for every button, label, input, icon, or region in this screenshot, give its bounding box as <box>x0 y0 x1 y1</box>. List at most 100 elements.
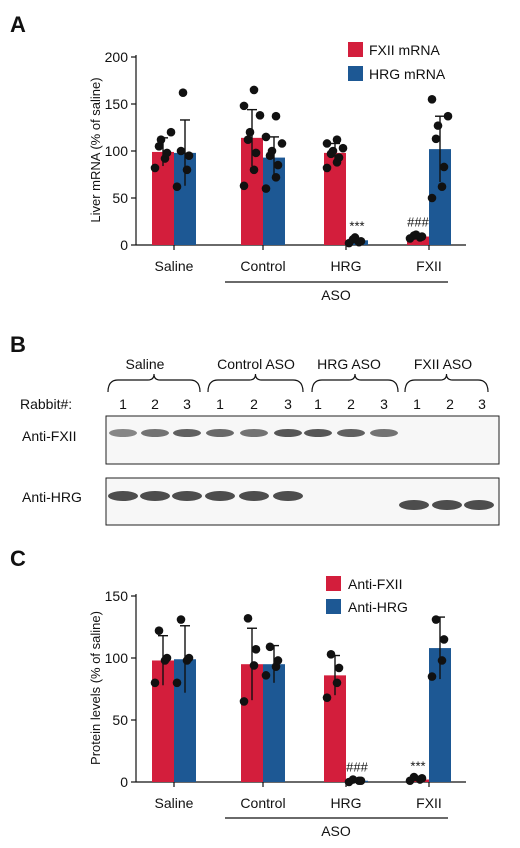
blot-membrane-hrg <box>105 477 500 526</box>
blot-band-hrg <box>432 500 462 510</box>
panel-a-data-point <box>439 162 449 172</box>
panel-a-legend: FXII mRNA HRG mRNA <box>348 42 446 82</box>
blot-band-fxii <box>109 429 137 437</box>
blot-band-hrg <box>140 491 170 501</box>
panel-a-data-point <box>255 110 265 120</box>
panel-a-x-tick-label-fxii: FXII <box>416 258 442 274</box>
panel-a-aso-label: ASO <box>321 287 351 303</box>
panel-c-data-point <box>334 663 344 673</box>
western-blot: Saline Control ASO HRG ASO FXII ASO Rabbit#:… <box>20 356 500 526</box>
panel-a-data-point <box>251 148 261 158</box>
blot-band-hrg <box>273 491 303 501</box>
panel-a-x-tick-label-saline: Saline <box>155 258 194 274</box>
panel-a-y-axis-title: Liver mRNA (% of saline) <box>88 77 103 222</box>
panel-c-data-point <box>356 776 366 786</box>
panel-c-bar-anti-fxii-control <box>241 664 263 782</box>
panel-c-x-tick-label-saline: Saline <box>155 795 194 811</box>
panel-a-significance-hrg: *** <box>349 218 364 233</box>
panel-a-y-tick-label: 100 <box>105 143 129 159</box>
blot-group-bracket <box>107 373 201 393</box>
panel-a-data-point <box>271 173 281 182</box>
panel-c-significance-hrg: ### <box>346 760 368 775</box>
panel-a-data-point <box>334 153 344 162</box>
panel-a-data-point <box>184 151 194 160</box>
panel-c-data-point <box>243 614 253 623</box>
blot-band-fxii <box>206 429 234 437</box>
legend-label-anti-fxii: Anti-FXII <box>348 576 402 592</box>
panel-c-data-point <box>251 645 261 654</box>
blot-group-label-saline: Saline <box>126 356 165 372</box>
legend-swatch-anti-hrg <box>326 599 341 614</box>
panel-a-data-point <box>162 148 172 158</box>
panel-a-data-point <box>322 163 332 173</box>
rabbit-number: 3 <box>183 396 191 412</box>
panel-a-data-point <box>150 163 160 173</box>
panel-a-data-point <box>427 95 437 104</box>
panel-a-data-point <box>332 135 342 145</box>
panel-c-chart: 0 50 100 150 Saline Control HRG FXII ### *** <box>105 588 466 811</box>
rabbit-number: 1 <box>413 396 421 412</box>
panel-a-data-point <box>411 230 421 239</box>
blot-row-label-anti-hrg: Anti-HRG <box>22 489 82 505</box>
rabbit-number: 1 <box>314 396 322 412</box>
panel-c-legend: Anti-FXII Anti-HRG <box>326 576 408 615</box>
panel-c-data-point <box>261 671 271 680</box>
panel-c-data-point <box>348 775 358 784</box>
legend-swatch-anti-fxii <box>326 576 341 591</box>
blot-band-fxii <box>240 429 268 437</box>
panel-a-letter: A <box>10 12 26 37</box>
panel-c-data-point <box>273 656 283 665</box>
panel-a-data-point <box>176 146 186 156</box>
panel-a-data-point <box>156 135 166 145</box>
panel-a-data-point <box>350 233 360 242</box>
panel-c-data-point <box>417 773 427 783</box>
panel-a-data-point <box>338 143 348 153</box>
blot-band-fxii <box>173 429 201 437</box>
panel-a-data-point <box>261 184 271 193</box>
panel-c-data-point <box>439 635 449 644</box>
rabbit-number: 1 <box>216 396 224 412</box>
panel-c-letter: C <box>10 546 26 571</box>
panel-a-data-point <box>261 132 271 142</box>
panel-a-data-point <box>182 165 192 175</box>
panel-a-data-point <box>239 101 249 111</box>
panel-a-data-point <box>154 142 164 151</box>
panel-a-chart: 0 50 100 150 200 Saline Control HRG FXII *** ### <box>105 49 466 274</box>
panel-c-data-point <box>184 653 194 663</box>
blot-band-hrg <box>108 491 138 501</box>
panel-a-y-tick-label: 200 <box>105 49 129 65</box>
panel-a-data-point <box>267 146 277 156</box>
panel-c-bar-anti-fxii-hrg <box>324 675 346 782</box>
blot-band-hrg <box>205 491 235 501</box>
blot-group-label-control-aso: Control ASO <box>217 356 295 372</box>
legend-label-hrg-mrna: HRG mRNA <box>369 66 446 82</box>
panel-a-data-point <box>322 139 332 148</box>
rabbit-number: 2 <box>446 396 454 412</box>
panel-a-y-tick-label: 0 <box>120 237 128 253</box>
panel-c-data-point <box>154 626 164 636</box>
blot-row-label-anti-fxii: Anti-FXII <box>22 428 76 444</box>
panel-c-x-tick-label-hrg: HRG <box>330 795 361 811</box>
rabbit-number: 2 <box>347 396 355 412</box>
panel-a-x-tick-label-control: Control <box>240 258 285 274</box>
blot-band-fxii <box>337 429 365 437</box>
legend-swatch-fxii-mrna <box>348 42 363 57</box>
panel-a-data-point <box>328 146 338 156</box>
panel-c-data-point <box>409 772 419 782</box>
rabbit-number-label: Rabbit#: <box>20 396 72 412</box>
blot-group-bracket <box>404 373 489 393</box>
panel-c-bar-anti-hrg-control <box>263 664 285 782</box>
panel-c-y-tick-label: 100 <box>105 650 129 666</box>
panel-a-data-point <box>277 139 287 148</box>
blot-group-bracket <box>207 373 304 393</box>
panel-a-bar-fxii-mrna-saline <box>152 151 174 245</box>
panel-c-data-point <box>265 642 275 652</box>
panel-a-y-tick-label: 150 <box>105 96 129 112</box>
rabbit-number: 2 <box>151 396 159 412</box>
panel-a-data-point <box>166 127 176 137</box>
panel-c-data-point <box>162 653 172 663</box>
rabbit-number: 1 <box>119 396 127 412</box>
panel-a-data-point <box>433 121 443 130</box>
panel-c-y-tick-label: 0 <box>120 774 128 790</box>
panel-a-y-tick-label: 50 <box>112 190 128 206</box>
